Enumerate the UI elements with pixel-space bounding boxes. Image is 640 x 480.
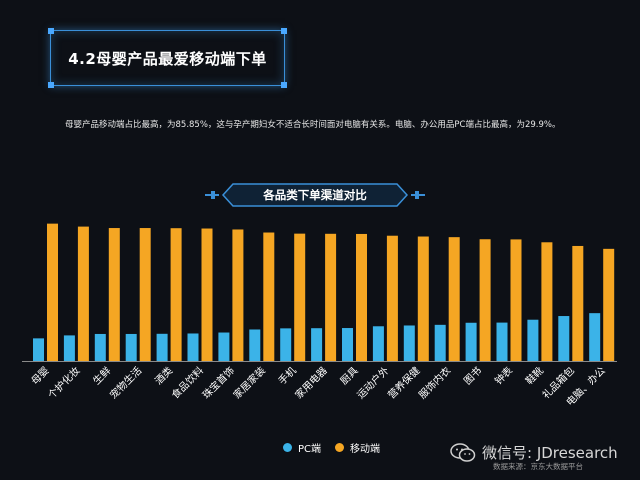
- bar-pc: [434, 324, 446, 361]
- legend-label-pc: PC端: [298, 443, 322, 455]
- bar-mobile: [232, 229, 244, 361]
- page-title: 4.2母婴产品最爱移动端下单: [68, 49, 267, 68]
- x-tick-label: 钟表: [492, 364, 515, 387]
- data-source: 数据来源：京东大数据平台: [493, 462, 583, 471]
- x-tick-label: 手机: [275, 364, 298, 387]
- x-tick-label: 家用电器: [292, 364, 329, 401]
- x-tick-label: 图书: [462, 365, 485, 388]
- corner-decoration: [48, 82, 54, 88]
- bar-mobile: [47, 223, 58, 361]
- bar-mobile: [603, 248, 615, 361]
- bar-mobile: [170, 228, 182, 361]
- corner-decoration: [281, 28, 287, 34]
- bar-pc: [125, 333, 137, 361]
- bar-pc: [372, 326, 384, 361]
- wechat-account: 微信号: JDresearch: [450, 442, 618, 463]
- legend-swatch-mobile: [335, 442, 345, 452]
- chart-title: 各品类下单渠道对比: [263, 188, 367, 202]
- legend-label-mobile: 移动端: [350, 443, 381, 455]
- x-tick-label: 营养保健: [385, 364, 422, 401]
- bar-mobile: [541, 242, 553, 361]
- bar-mobile: [417, 236, 429, 361]
- bar-pc: [156, 333, 168, 361]
- bar-pc: [342, 328, 353, 361]
- bar-pc: [311, 328, 323, 361]
- title-panel: 4.2母婴产品最爱移动端下单: [48, 28, 287, 88]
- bar-mobile: [356, 233, 367, 361]
- bar-mobile: [572, 245, 584, 361]
- x-tick-label: 珠宝首饰: [200, 364, 237, 401]
- bar-mobile: [139, 228, 151, 361]
- bar-mobile: [108, 228, 120, 361]
- x-tick-label: 宠物生活: [107, 364, 144, 401]
- bar-pc: [94, 333, 106, 361]
- wechat-icon: [450, 442, 476, 462]
- description-text: 母婴产品移动端占比最高，为85.85%，这与孕产期妇女不适合长时间面对电脑有关系…: [65, 120, 561, 130]
- bar-pc: [249, 329, 261, 361]
- x-tick-label: 运动户外: [354, 364, 391, 401]
- x-tick-label: 母婴: [29, 365, 52, 388]
- wechat-id: 微信号: JDresearch: [482, 444, 618, 462]
- corner-decoration: [281, 82, 287, 88]
- bar-pc: [403, 325, 415, 361]
- bar-mobile: [294, 233, 306, 361]
- bar-pc: [496, 322, 508, 361]
- bar-mobile: [510, 239, 522, 361]
- bar-pc: [558, 316, 570, 361]
- bar-mobile: [77, 226, 89, 361]
- chart-title-badge: 各品类下单渠道对比: [205, 180, 425, 210]
- badge-frame: [205, 183, 425, 207]
- bar-pc: [589, 313, 601, 361]
- chart-legend: PC端 移动端: [283, 440, 394, 455]
- bar-mobile: [201, 228, 213, 361]
- x-tick-label: 生鲜: [90, 364, 113, 387]
- bar-pc: [280, 328, 292, 361]
- bar-pc: [187, 333, 199, 361]
- legend-item-mobile: 移动端: [335, 440, 380, 455]
- corner-decoration: [48, 28, 54, 34]
- bar-pc: [33, 338, 44, 361]
- bar-mobile: [325, 233, 337, 361]
- x-tick-label: 家居家装: [230, 364, 267, 401]
- x-tick-label: 鞋靴: [523, 364, 546, 387]
- x-tick-label: 厨具: [338, 365, 361, 388]
- bar-mobile: [263, 232, 275, 361]
- bar-mobile: [448, 237, 460, 361]
- bar-mobile: [479, 239, 491, 361]
- legend-swatch-pc: [283, 442, 292, 452]
- x-tick-label: 个护化妆: [45, 364, 82, 401]
- bar-mobile: [386, 235, 398, 361]
- x-tick-label: 酒类: [152, 364, 175, 387]
- bar-pc: [218, 332, 230, 361]
- bar-pc: [527, 319, 539, 361]
- bar-pc: [63, 335, 75, 361]
- legend-item-pc: PC端: [283, 440, 321, 455]
- x-tick-label: 食品饮料: [169, 364, 206, 401]
- bar-pc: [465, 322, 477, 361]
- x-tick-label: 服饰内衣: [416, 364, 453, 401]
